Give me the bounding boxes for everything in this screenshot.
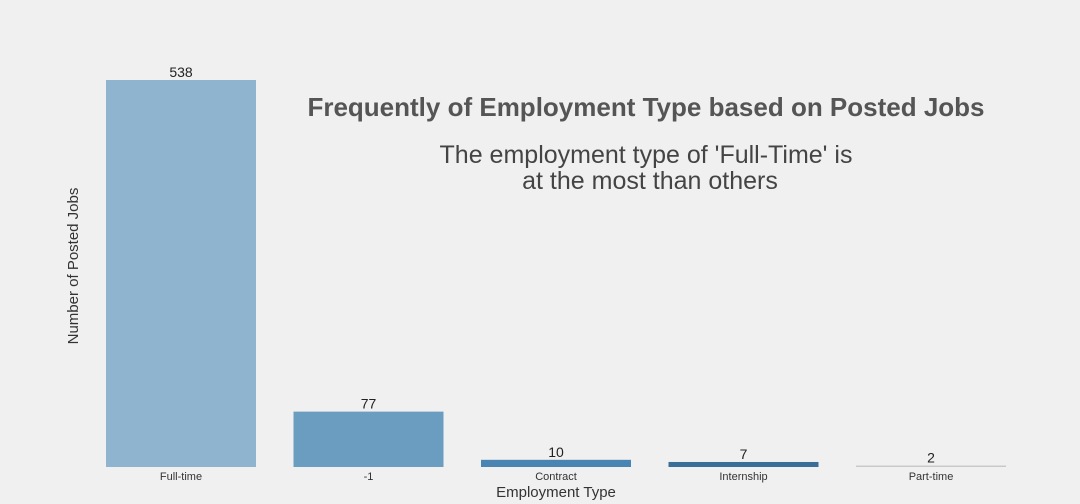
data-label-1: 77	[361, 396, 377, 412]
chart-subtitle-line-2: at the most than others	[522, 167, 778, 195]
bar-1	[293, 411, 444, 467]
x-tick-label-1: -1	[364, 471, 374, 483]
data-label-3: 7	[740, 446, 748, 462]
x-tick-label-2: Contract	[535, 471, 577, 483]
chart-title: Frequently of Employment Type based on P…	[307, 92, 984, 122]
data-labels-layer: 538 77 10 7 2	[169, 64, 935, 466]
bar-0	[106, 80, 256, 467]
x-axis-label: Employment Type	[496, 484, 616, 501]
x-tick-label-3: Internship	[719, 471, 767, 483]
x-tick-label-4: Part-time	[909, 471, 954, 483]
chart-subtitle-line-1: The employment type of 'Full-Time' is	[440, 141, 853, 169]
bars-layer	[106, 80, 1006, 467]
bar-4	[856, 465, 1006, 467]
data-label-0: 538	[169, 64, 193, 80]
data-label-2: 10	[548, 444, 564, 460]
x-tick-labels: Full-time -1 Contract Internship Part-time	[160, 471, 953, 483]
bar-2	[481, 459, 631, 467]
x-tick-label-0: Full-time	[160, 471, 202, 483]
data-label-4: 2	[927, 450, 935, 466]
y-axis-label: Number of Posted Jobs	[65, 188, 82, 345]
bar-3	[668, 461, 819, 467]
